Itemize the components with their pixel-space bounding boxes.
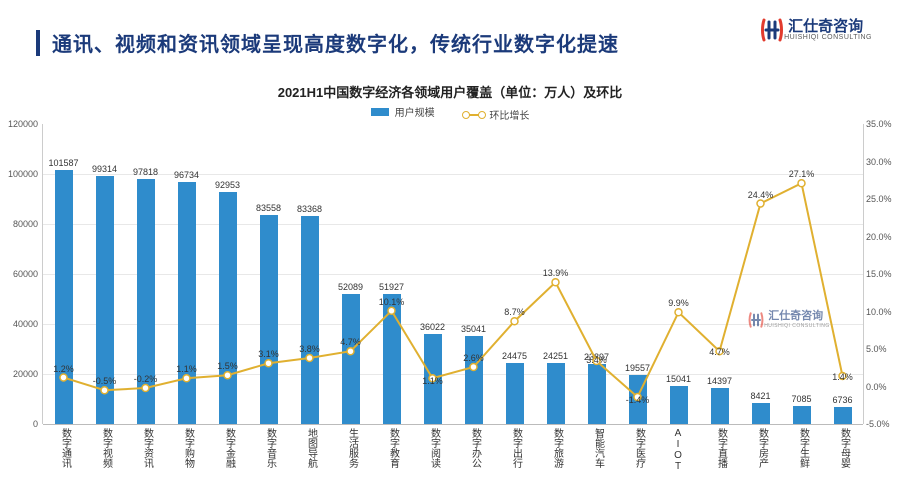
legend-label-line: 环比增长 <box>489 107 529 122</box>
y-axis-left-label: 0 <box>0 419 38 429</box>
line-series-marker <box>60 374 67 381</box>
line-series-marker <box>552 279 559 286</box>
line-value-label: 3.8% <box>299 344 320 354</box>
plot-area: 101587数字通讯99314数字视频97818数字资讯96734数字购物929… <box>42 124 864 424</box>
y-axis-left-label: 120000 <box>0 119 38 129</box>
x-category-label: AIOT <box>673 428 684 472</box>
x-category-label: 生活服务 <box>345 428 360 468</box>
line-series-marker <box>470 364 477 371</box>
x-category-label: 数字直播 <box>714 428 729 468</box>
y-axis-right-label: 30.0% <box>866 157 900 167</box>
line-series-marker <box>224 372 231 379</box>
y-axis-left-label: 40000 <box>0 319 38 329</box>
chart-title: 2021H1中国数字经济各领域用户覆盖（单位：万人）及环比 <box>0 82 900 101</box>
line-value-label: 9.9% <box>668 298 689 308</box>
legend-item-bar: 用户规模 <box>371 104 435 119</box>
line-series-marker <box>306 355 313 362</box>
brand-name-en: HUISHIQI CONSULTING <box>784 34 872 41</box>
line-value-label: 3.4% <box>586 355 607 365</box>
brand-text: 汇仕奇咨询HUISHIQI CONSULTING <box>764 311 830 329</box>
x-category-label: 数字医疗 <box>632 428 647 468</box>
x-category-label: 数字生鲜 <box>796 428 811 468</box>
line-value-label: 1.4% <box>832 372 853 382</box>
chart-area: 101587数字通讯99314数字视频97818数字资讯96734数字购物929… <box>42 124 862 424</box>
line-series-marker <box>183 375 190 382</box>
line-value-label: 1.1% <box>422 376 443 386</box>
x-category-label: 数字母婴 <box>837 428 852 468</box>
x-category-label: 智能汽车 <box>591 428 606 468</box>
line-value-label: 13.9% <box>543 268 569 278</box>
line-value-label: 3.1% <box>258 349 279 359</box>
y-axis-left-label: 100000 <box>0 169 38 179</box>
brand-logo: 汇仕奇咨询 HUISHIQI CONSULTING <box>760 16 872 44</box>
legend-swatch-bar <box>371 108 389 116</box>
line-value-label: 1.2% <box>53 364 74 374</box>
brand-name-en: HUISHIQI CONSULTING <box>764 323 830 329</box>
y-axis-left-label: 20000 <box>0 369 38 379</box>
line-value-label: -0.5% <box>93 376 117 386</box>
y-axis-right-label: 0.0% <box>866 382 900 392</box>
line-value-label: 27.1% <box>789 169 815 179</box>
line-value-label: -0.2% <box>134 374 158 384</box>
line-series-marker <box>101 387 108 394</box>
line-series-marker <box>388 307 395 314</box>
x-category-label: 数字房产 <box>755 428 770 468</box>
line-series-marker <box>675 309 682 316</box>
y-axis-right-label: 5.0% <box>866 344 900 354</box>
x-category-label: 数字教育 <box>386 428 401 468</box>
x-category-label: 数字出行 <box>509 428 524 468</box>
line-value-label: 4.7% <box>340 337 361 347</box>
legend-label-bar: 用户规模 <box>395 104 435 119</box>
x-category-label: 数字音乐 <box>263 428 278 468</box>
x-category-label: 数字阅读 <box>427 428 442 468</box>
line-value-label: 8.7% <box>504 307 525 317</box>
line-value-label: 10.1% <box>379 297 405 307</box>
line-series-marker <box>265 360 272 367</box>
line-series-marker <box>757 200 764 207</box>
y-axis-right-label: 15.0% <box>866 269 900 279</box>
line-value-label: 4.7% <box>709 347 730 357</box>
line-series-layer <box>43 124 863 424</box>
x-category-label: 数字旅游 <box>550 428 565 468</box>
page-title-row: 通讯、视频和资讯领域呈现高度数字化，传统行业数字化提速 <box>36 28 619 57</box>
line-series-marker <box>142 385 149 392</box>
y-axis-right-label: 35.0% <box>866 119 900 129</box>
line-value-label: 1.1% <box>176 364 197 374</box>
x-category-label: 数字视频 <box>99 428 114 468</box>
title-accent-bar <box>36 30 40 56</box>
x-category-label: 数字办公 <box>468 428 483 468</box>
x-category-label: 数字通讯 <box>58 428 73 468</box>
y-axis-right-label: 25.0% <box>866 194 900 204</box>
line-series-marker <box>798 180 805 187</box>
x-category-label: 数字资讯 <box>140 428 155 468</box>
y-axis-right-label: -5.0% <box>866 419 900 429</box>
chart-legend: 用户规模 环比增长 <box>0 104 900 122</box>
brand-name-cn: 汇仕奇咨询 <box>788 19 872 35</box>
y-axis-left-label: 80000 <box>0 219 38 229</box>
y-axis-right-label: 20.0% <box>866 232 900 242</box>
line-value-label: 1.5% <box>217 361 238 371</box>
brand-text: 汇仕奇咨询 HUISHIQI CONSULTING <box>784 19 872 42</box>
x-category-label: 地图导航 <box>304 428 319 468</box>
legend-item-line: 环比增长 <box>465 107 529 122</box>
line-series-marker <box>511 318 518 325</box>
y-axis-left-label: 60000 <box>0 269 38 279</box>
page-title: 通讯、视频和资讯领域呈现高度数字化，传统行业数字化提速 <box>52 28 619 57</box>
legend-swatch-line <box>465 114 483 116</box>
line-series-marker <box>347 348 354 355</box>
baseline <box>43 424 863 425</box>
line-value-label: 2.6% <box>463 353 484 363</box>
brand-logo-mark <box>760 16 784 44</box>
watermark-logo: 汇仕奇咨询HUISHIQI CONSULTING <box>748 310 835 330</box>
y-axis-right-label: 10.0% <box>866 307 900 317</box>
line-value-label: 24.4% <box>748 190 774 200</box>
x-category-label: 数字金融 <box>222 428 237 468</box>
brand-name-cn: 汇仕奇咨询 <box>768 311 830 323</box>
brand-logo-mark <box>748 310 764 330</box>
line-value-label: -1.4% <box>626 395 650 405</box>
x-category-label: 数字购物 <box>181 428 196 468</box>
